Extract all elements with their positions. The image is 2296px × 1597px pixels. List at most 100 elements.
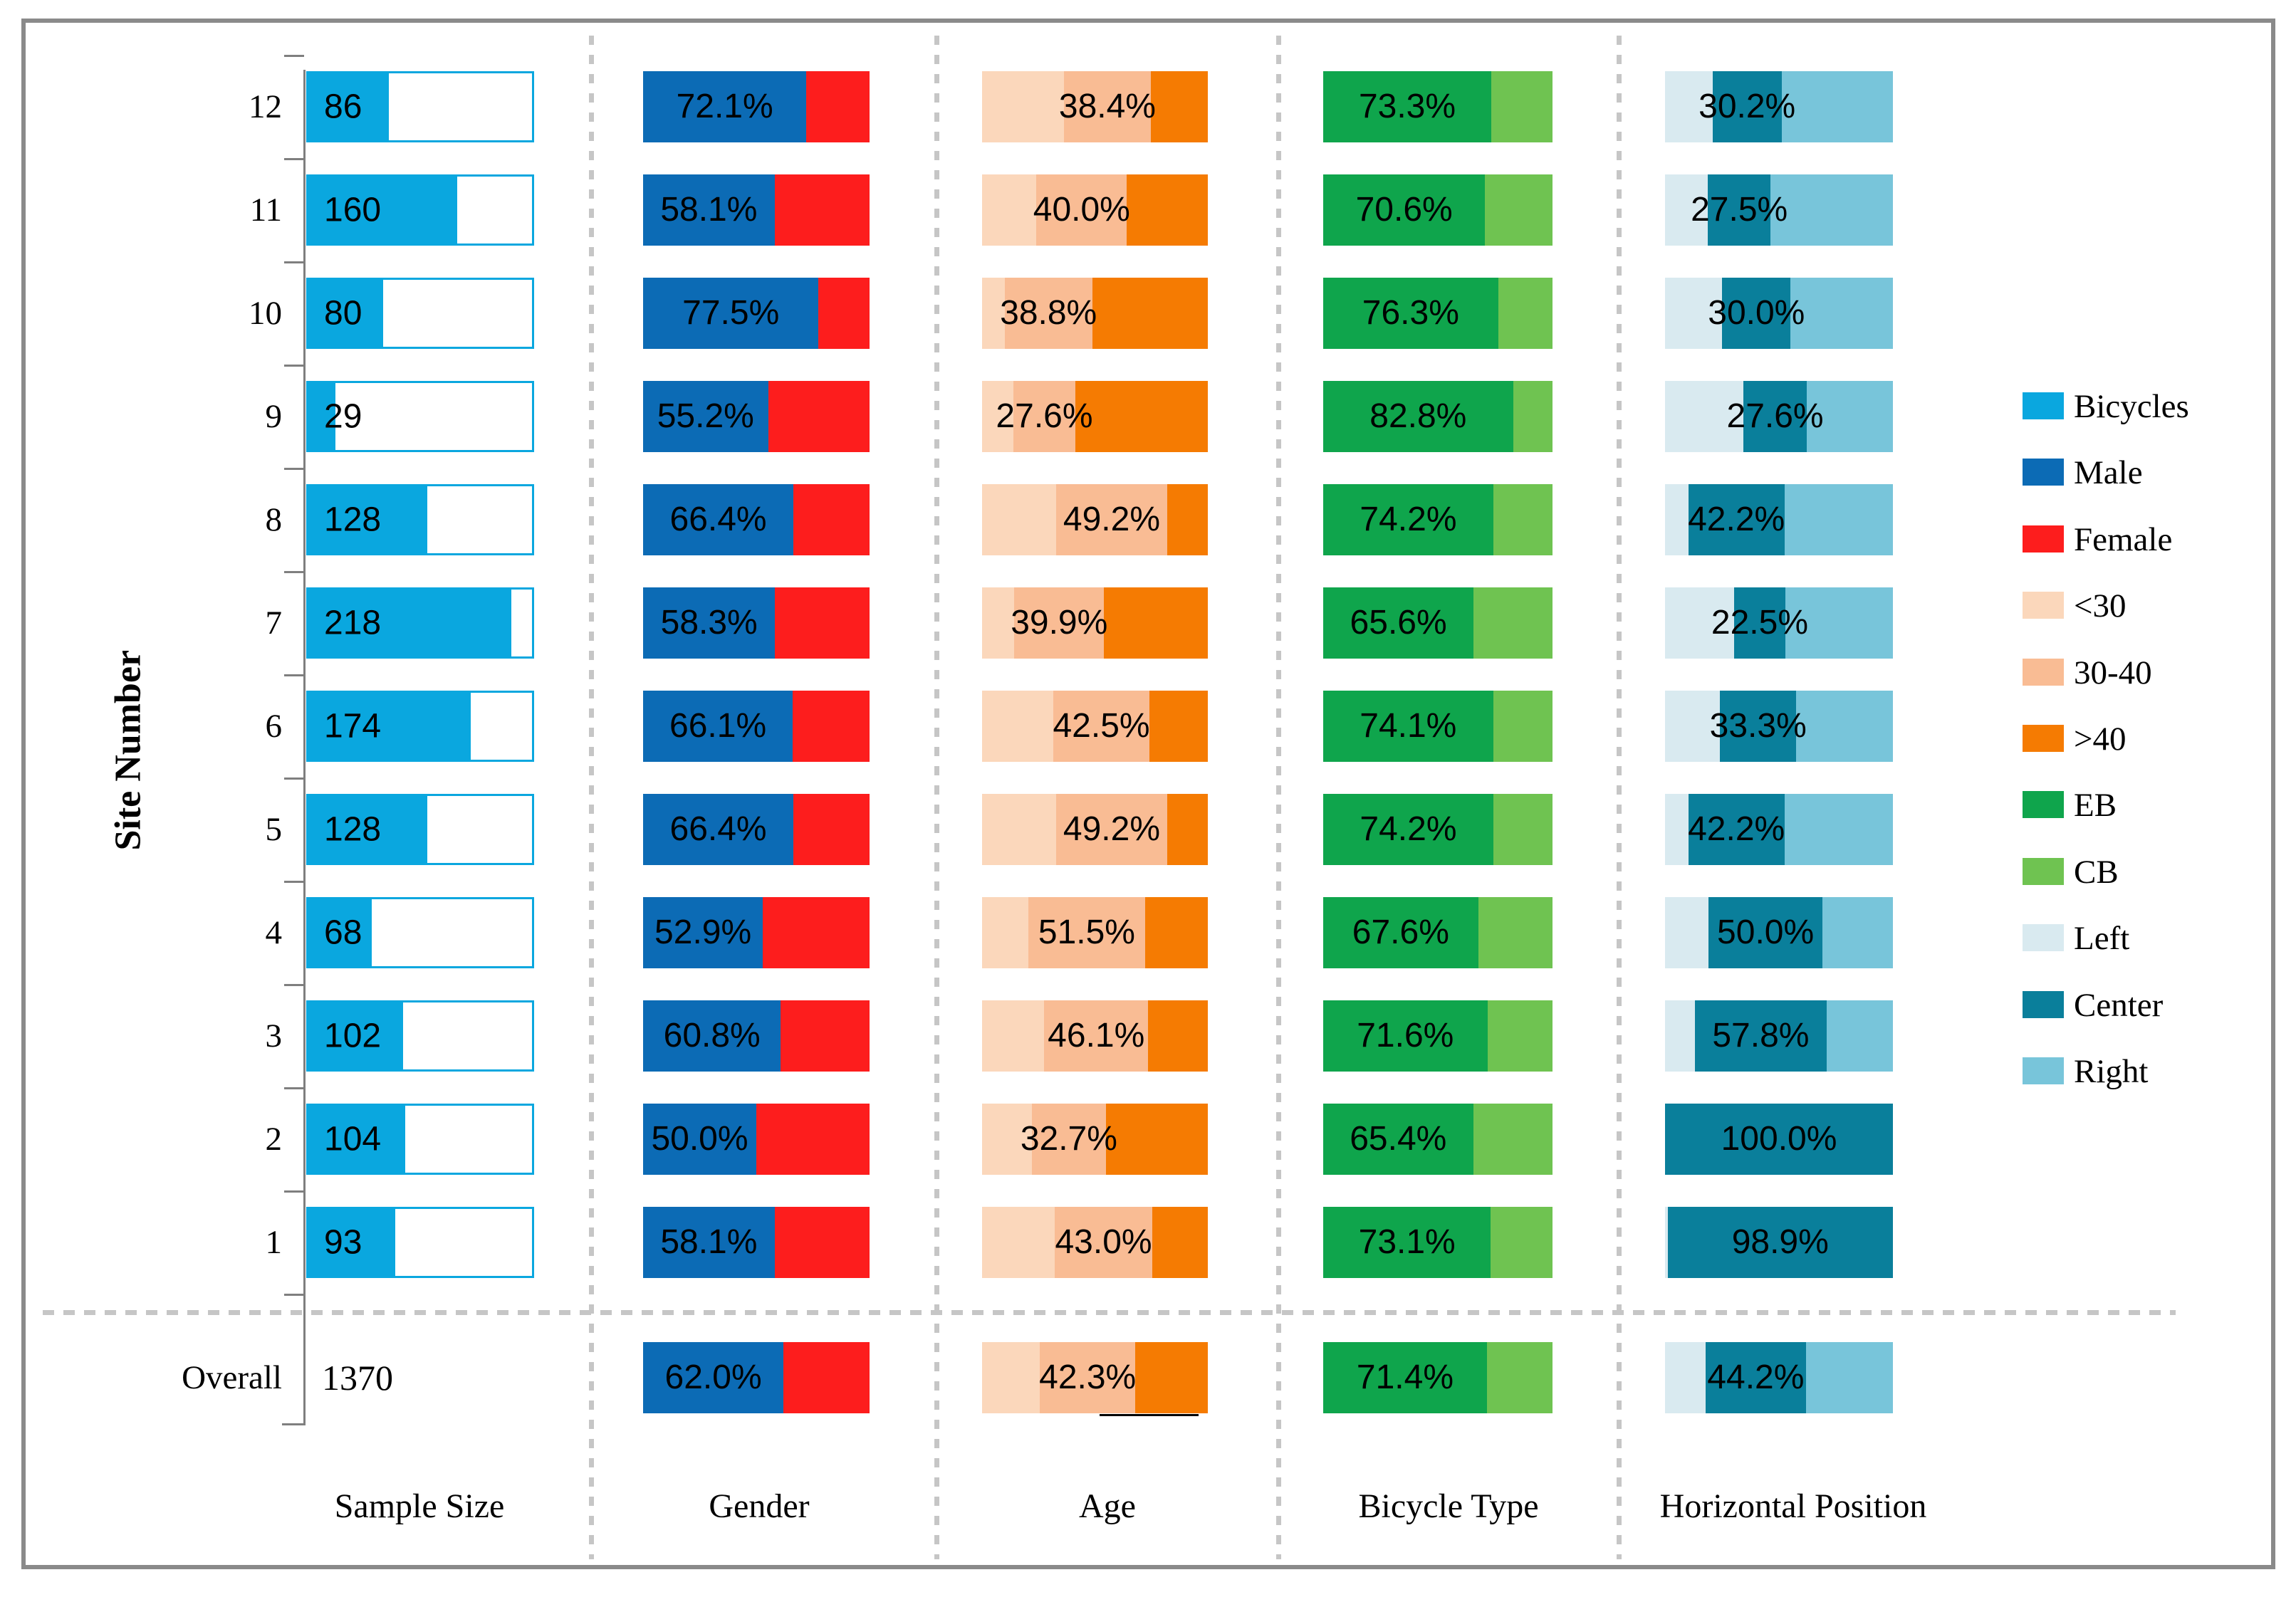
legend-item-eb: EB xyxy=(2023,787,2293,824)
gender-value-label: 62.0% xyxy=(664,1358,762,1396)
female-segment xyxy=(774,174,870,246)
sample-size-value-label: 174 xyxy=(324,707,382,745)
column-label-bicycle-type: Bicycle Type xyxy=(1358,1487,1539,1525)
position-right-segment xyxy=(1784,484,1893,555)
age-under30-segment xyxy=(982,278,1005,349)
horizontal-position-value-label: 50.0% xyxy=(1717,913,1815,951)
cb-segment xyxy=(1493,794,1553,865)
horizontal-position-bar-site-11: 27.5% xyxy=(1665,174,1893,246)
site-axis-label-9: 9 xyxy=(265,398,283,435)
eb-segment xyxy=(1323,278,1498,349)
male-segment xyxy=(643,897,763,968)
sample-size-bar-site-12: 86 xyxy=(306,71,534,142)
horizontal-position-bar-site-5: 42.2% xyxy=(1665,794,1893,865)
horizontal-position-value-label: 98.9% xyxy=(1731,1223,1829,1261)
horizontal-position-bar-site-10: 30.0% xyxy=(1665,278,1893,349)
legend-swatch-center xyxy=(2023,990,2064,1018)
position-left-segment xyxy=(1665,1207,1668,1278)
male-segment xyxy=(643,794,794,865)
age-over40-segment xyxy=(1149,691,1208,762)
legend-label: Female xyxy=(2074,520,2173,558)
y-axis-tick xyxy=(284,365,304,367)
female-segment xyxy=(768,381,870,452)
horizontal-position-value-label: 30.2% xyxy=(1698,88,1796,125)
y-axis-tick xyxy=(284,674,304,676)
bicycle-type-bar-site-9: 82.8% xyxy=(1323,381,1553,452)
age-over40-segment xyxy=(1092,278,1208,349)
eb-segment xyxy=(1323,484,1493,555)
position-right-segment xyxy=(1784,794,1893,865)
bicycle-type-value-label: 70.6% xyxy=(1355,191,1453,229)
position-center-segment xyxy=(1743,381,1807,452)
sample-size-bar-site-10: 80 xyxy=(306,278,534,349)
cb-segment xyxy=(1478,897,1553,968)
site-axis-label-7: 7 xyxy=(265,604,283,642)
sample-size-fill xyxy=(308,1002,404,1069)
cb-segment xyxy=(1473,1104,1553,1175)
legend-label: Male xyxy=(2074,454,2143,492)
bicycle-type-value-label: 71.4% xyxy=(1356,1358,1454,1396)
horizontal-position-bar-site-9: 27.6% xyxy=(1665,381,1893,452)
legend-swatch-left xyxy=(2023,924,2064,952)
eb-segment xyxy=(1323,897,1478,968)
bicycle-type-bar-site-10: 76.3% xyxy=(1323,278,1553,349)
male-segment xyxy=(643,381,768,452)
cb-segment xyxy=(1485,174,1553,246)
site-axis-label-8: 8 xyxy=(265,501,283,538)
position-center-segment xyxy=(1688,484,1785,555)
position-center-segment xyxy=(1733,587,1785,659)
y-axis-tick xyxy=(284,261,304,263)
age-bar-site-7: 39.9% xyxy=(982,587,1208,659)
sample-size-value-label: 128 xyxy=(324,810,382,849)
legend-item-center: Center xyxy=(2023,987,2293,1024)
age-value-label: 39.9% xyxy=(1011,604,1108,642)
age-over40-segment xyxy=(1135,1342,1208,1413)
eb-segment xyxy=(1323,71,1492,142)
female-segment xyxy=(775,587,870,659)
bicycle-type-value-label: 82.8% xyxy=(1369,397,1467,435)
horizontal-position-bar-site-8: 42.2% xyxy=(1665,484,1893,555)
bicycle-type-bar-site-8: 74.2% xyxy=(1323,484,1553,555)
sample-size-fill xyxy=(308,73,389,140)
position-left-segment xyxy=(1665,897,1709,968)
y-axis-tick xyxy=(284,55,304,57)
legend-label: CB xyxy=(2074,853,2119,891)
cb-segment xyxy=(1473,587,1553,659)
female-segment xyxy=(756,1104,870,1175)
sample-size-value-label: 102 xyxy=(324,1017,382,1055)
male-segment xyxy=(643,174,775,246)
y-axis-corner-tick xyxy=(282,1423,306,1425)
sample-size-fill xyxy=(308,899,372,966)
site-axis-label-3: 3 xyxy=(265,1017,283,1054)
female-segment xyxy=(793,691,870,762)
bicycle-type-bar-site-overall: 71.4% xyxy=(1323,1342,1553,1413)
gender-value-label: 52.9% xyxy=(654,913,752,951)
site-axis-label-overall: Overall xyxy=(182,1359,282,1396)
male-segment xyxy=(643,691,793,762)
bicycle-type-bar-site-11: 70.6% xyxy=(1323,174,1553,246)
eb-segment xyxy=(1323,1104,1473,1175)
eb-segment xyxy=(1323,174,1486,246)
gender-bar-site-8: 66.4% xyxy=(643,484,870,555)
bicycle-type-value-label: 73.1% xyxy=(1358,1223,1456,1261)
horizontal-position-value-label: 27.6% xyxy=(1726,397,1824,435)
sample-size-bar-site-2: 104 xyxy=(306,1104,534,1175)
gender-bar-site-12: 72.1% xyxy=(643,71,870,142)
position-center-segment xyxy=(1667,1207,1893,1278)
position-right-segment xyxy=(1806,1342,1893,1413)
gender-bar-site-3: 60.8% xyxy=(643,1000,870,1072)
male-segment xyxy=(643,1104,756,1175)
legend-item-bicycles: Bicycles xyxy=(2023,388,2293,425)
legend-label: Right xyxy=(2074,1053,2149,1090)
male-segment xyxy=(643,71,807,142)
bicycle-type-bar-site-7: 65.6% xyxy=(1323,587,1553,659)
age-under30-segment xyxy=(982,794,1056,865)
bicycle-type-bar-site-4: 67.6% xyxy=(1323,897,1553,968)
horizontal-position-bar-site-6: 33.3% xyxy=(1665,691,1893,762)
sample-size-value-label: 29 xyxy=(324,397,362,436)
age-over40-segment xyxy=(1152,1207,1208,1278)
position-center-segment xyxy=(1688,794,1785,865)
sample-size-fill xyxy=(308,383,335,450)
y-axis-tick xyxy=(284,881,304,883)
y-axis-tick xyxy=(284,1087,304,1089)
